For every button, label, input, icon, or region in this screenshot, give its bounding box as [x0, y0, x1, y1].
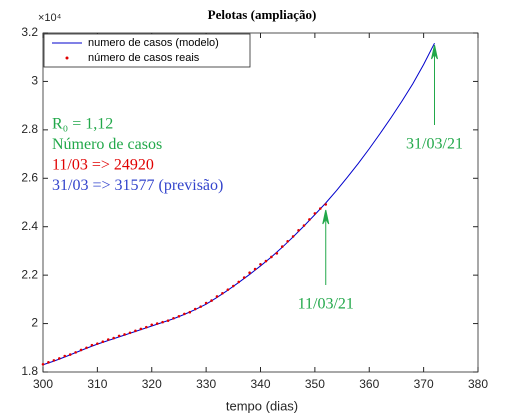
- data-point: [155, 322, 159, 325]
- note: R₀ = 1,12: [52, 116, 113, 133]
- y-tick-label: 3.2: [21, 25, 38, 39]
- data-point: [199, 305, 202, 308]
- data-point: [313, 212, 317, 215]
- data-point: [188, 310, 192, 314]
- data-point: [280, 245, 284, 248]
- data-point: [150, 323, 154, 327]
- y-tick-label: 1.8: [21, 364, 38, 378]
- data-point: [63, 354, 67, 358]
- data-point: [58, 357, 61, 360]
- data-point: [270, 255, 273, 259]
- plot-area: [42, 32, 479, 373]
- data-point: [117, 334, 121, 338]
- note: Número de casos: [52, 136, 162, 153]
- arrow-label: 31/03/21: [406, 136, 463, 153]
- data-point: [210, 299, 213, 302]
- data-point: [41, 362, 45, 366]
- x-tick-label: 300: [33, 377, 53, 391]
- data-point: [215, 295, 219, 298]
- data-point: [47, 361, 50, 364]
- data-point: [52, 359, 56, 362]
- arrow-head: [431, 44, 438, 60]
- y-exponent: ×10⁴: [38, 12, 62, 24]
- legend-label: número de casos reais: [88, 52, 200, 64]
- data-point: [112, 336, 115, 340]
- data-point: [74, 351, 77, 354]
- data-point: [106, 338, 110, 341]
- data-point: [324, 203, 328, 206]
- data-point: [96, 342, 99, 345]
- note: 31/03 => 31577 (previsão): [52, 177, 223, 194]
- legend-swatch: [65, 56, 69, 60]
- data-point: [183, 312, 186, 316]
- legend-label: numero de casos (modelo): [88, 37, 219, 49]
- data-point: [90, 343, 94, 347]
- data-point: [319, 207, 322, 210]
- data-point: [259, 262, 262, 266]
- data-point: [123, 333, 126, 336]
- y-tick-label: 2: [31, 316, 38, 330]
- data-point: [264, 259, 268, 263]
- data-point: [248, 271, 251, 275]
- data-point: [177, 315, 181, 318]
- data-point: [204, 301, 208, 305]
- y-tick-label: 3: [31, 74, 38, 88]
- data-point: [226, 288, 230, 291]
- data-point: [286, 239, 289, 243]
- data-point: [232, 284, 235, 288]
- y-tick-label: 2.4: [21, 219, 38, 233]
- y-tick-label: 2.8: [21, 122, 38, 136]
- data-point: [139, 327, 143, 331]
- data-point: [145, 325, 148, 329]
- data-point: [242, 276, 246, 279]
- data-point: [101, 340, 105, 344]
- data-point: [79, 348, 83, 352]
- data-point: [134, 329, 137, 333]
- arrow-label: 11/03/21: [298, 296, 354, 313]
- arrow-head: [322, 209, 330, 225]
- x-tick-label: 330: [196, 377, 216, 391]
- y-tick-label: 2.6: [21, 170, 38, 184]
- x-tick-label: 360: [359, 377, 379, 391]
- data-point: [297, 229, 300, 232]
- data-point: [291, 235, 295, 238]
- note: 11/03 => 24920: [52, 157, 154, 174]
- x-tick-label: 340: [250, 377, 270, 391]
- chart-title: Pelotas (ampliação): [208, 7, 317, 22]
- data-point: [237, 280, 241, 284]
- x-tick-label: 320: [142, 377, 162, 391]
- data-point: [68, 353, 72, 356]
- x-tick-label: 310: [87, 377, 107, 391]
- data-point: [172, 316, 175, 320]
- data-point: [166, 319, 170, 322]
- data-point: [308, 218, 311, 221]
- x-tick-label: 350: [305, 377, 325, 391]
- x-tick-label: 370: [414, 377, 434, 391]
- x-axis-label: tempo (dias): [226, 398, 298, 413]
- data-point: [275, 252, 279, 255]
- data-point: [85, 346, 88, 350]
- y-tick-label: 2.2: [21, 267, 38, 281]
- data-point: [128, 331, 132, 335]
- legend-box: [43, 33, 251, 68]
- data-point: [221, 292, 224, 295]
- data-point: [302, 224, 306, 227]
- x-tick-label: 380: [468, 377, 488, 391]
- data-point: [253, 267, 257, 271]
- data-point: [193, 307, 197, 311]
- data-point: [161, 320, 164, 324]
